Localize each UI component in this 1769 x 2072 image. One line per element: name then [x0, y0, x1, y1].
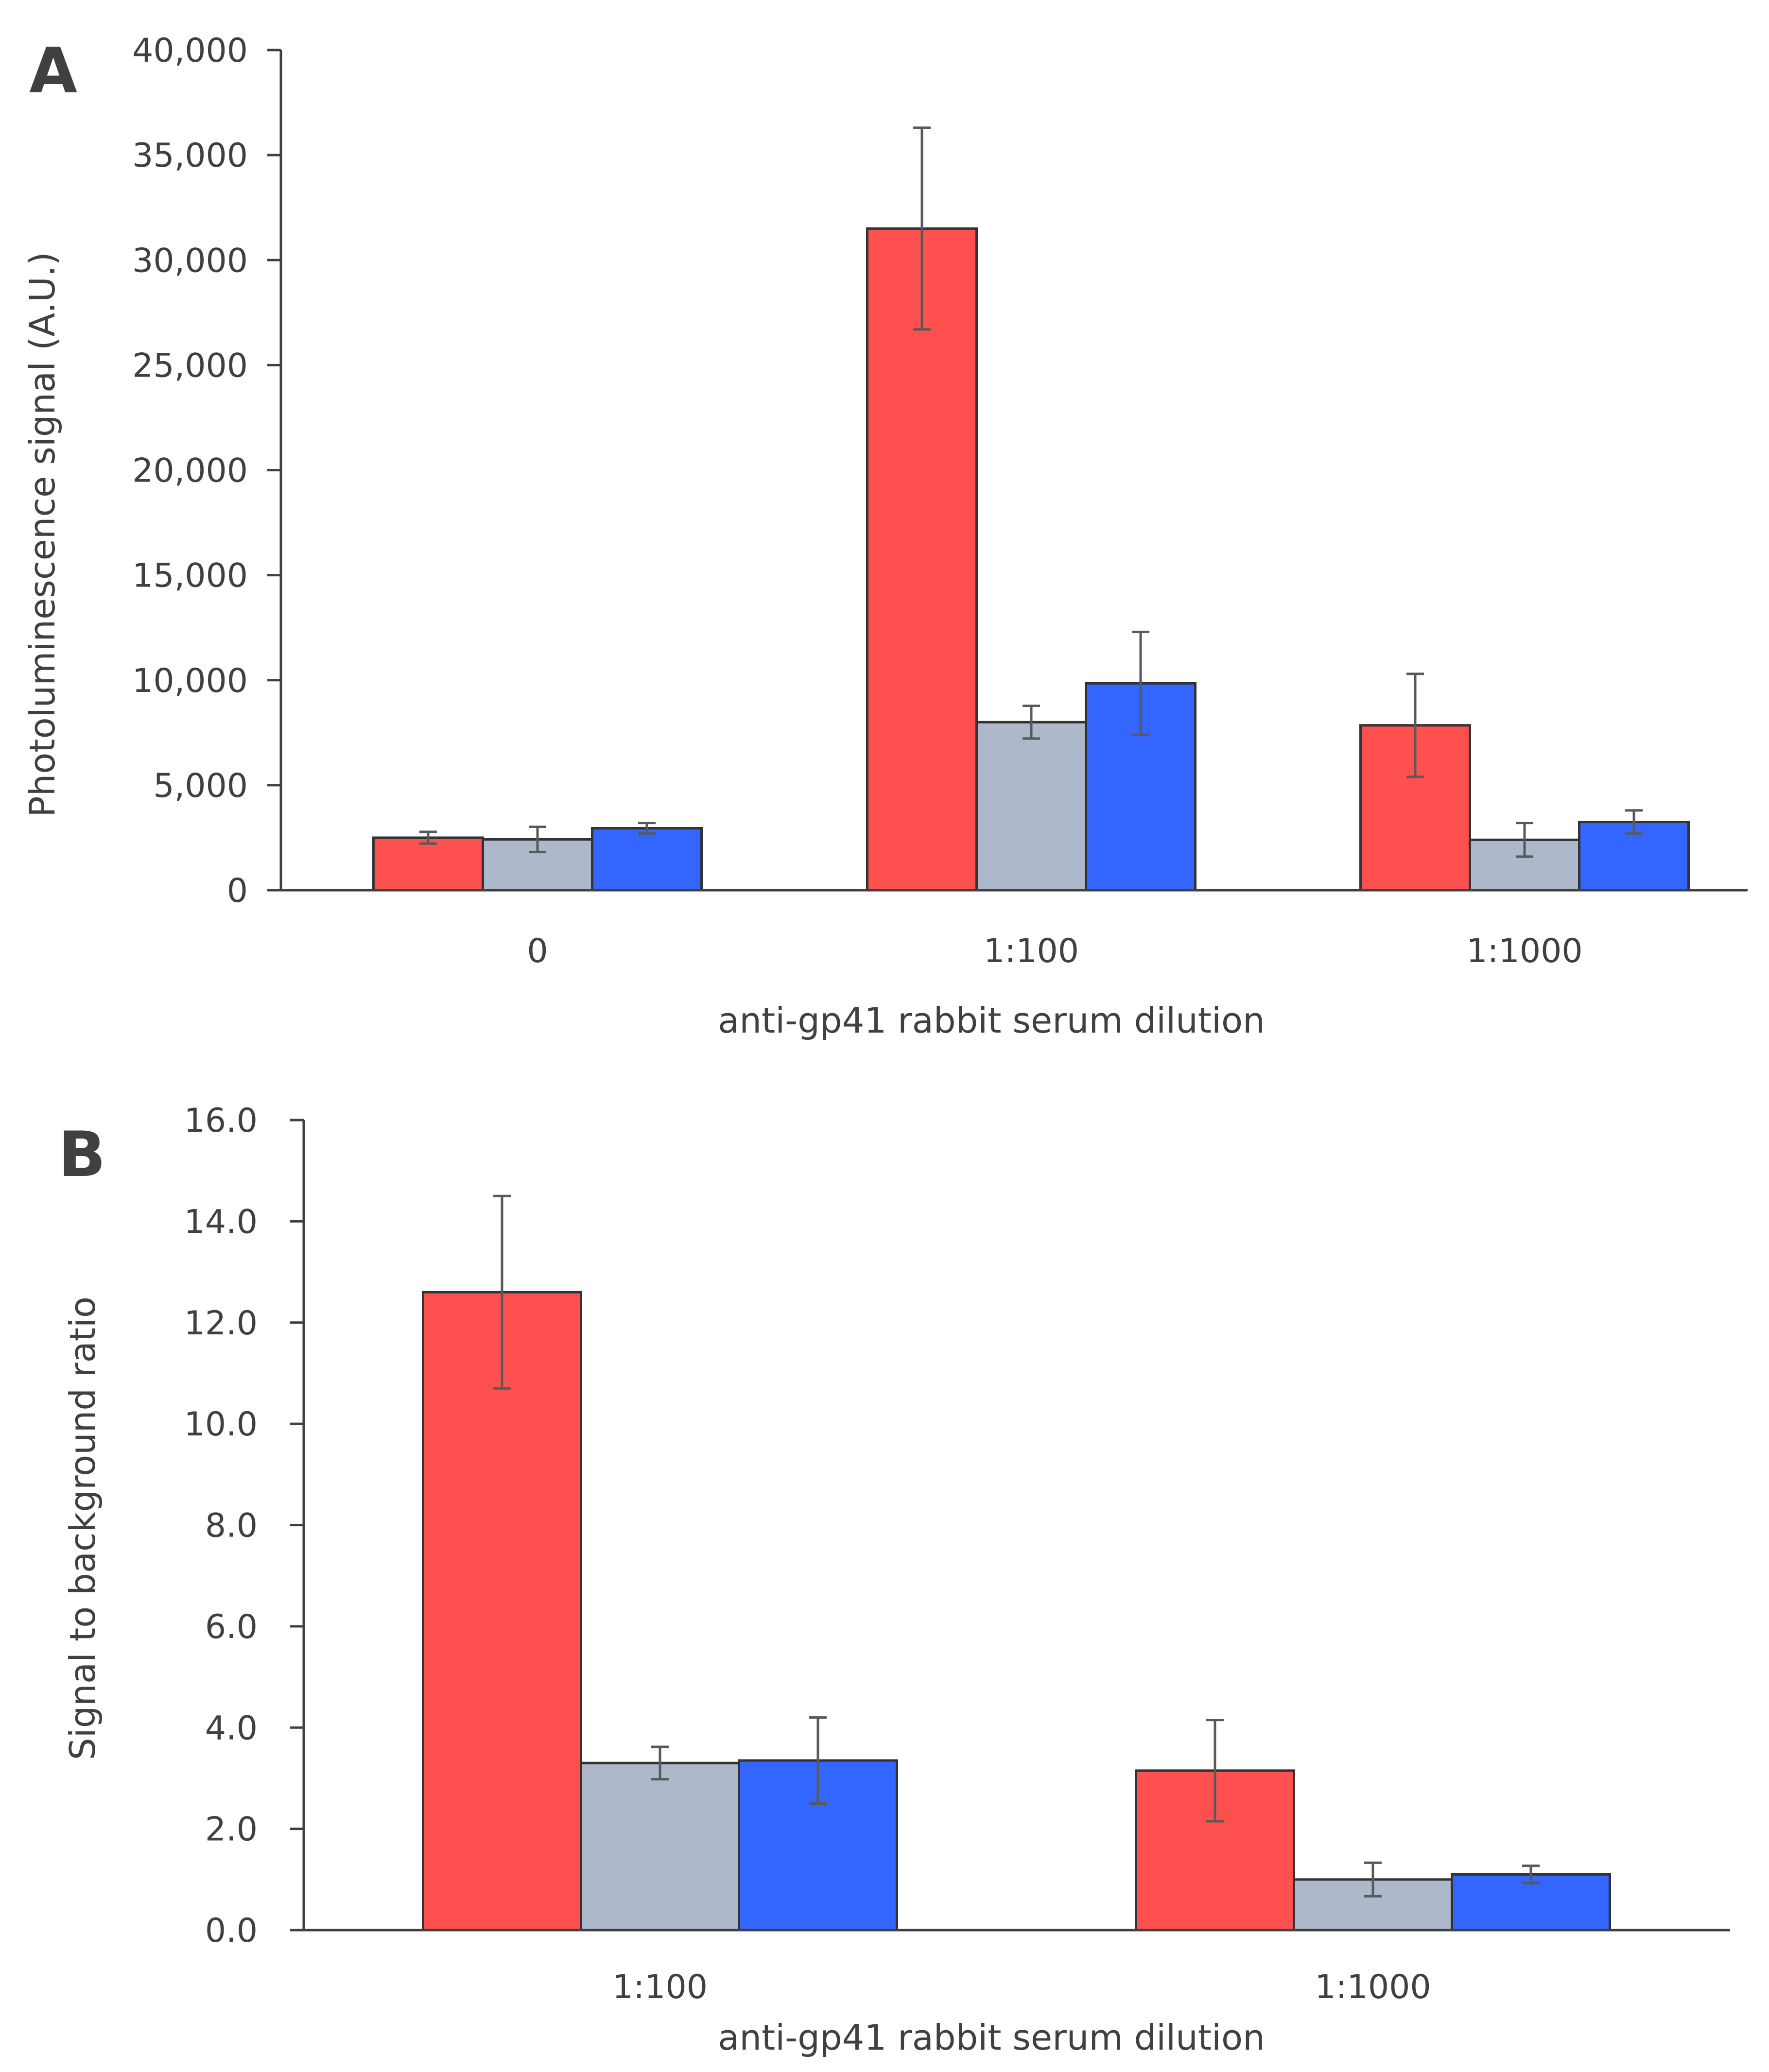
error-bar-series-blue-1:100: [1132, 630, 1149, 736]
panel-b-axes: [290, 1119, 1730, 1932]
error-bar-series-gray-1:1000: [1364, 1861, 1382, 1898]
y-tick-label: 0.0: [205, 1912, 258, 1950]
panel-a: A 0 5,000 10,000 15,000 20,000 25,000 30,000 35…: [22, 32, 1748, 1041]
panel-a-bars: [372, 227, 1690, 892]
panel-b: B 0.02.04.06.08.010.012.014.016.0 1:100 1…: [58, 1102, 1730, 2058]
panel-a-letter: A: [29, 35, 77, 107]
y-tick-label: 25,000: [132, 346, 248, 385]
x-tick-label-1:100: 1:100: [612, 1968, 708, 2006]
y-tick-label: 6.0: [205, 1608, 258, 1646]
y-tick-label: 14.0: [184, 1203, 258, 1241]
panel-b-y-axis-title: Signal to background ratio: [62, 1296, 103, 1760]
y-tick-label: 5,000: [153, 767, 248, 805]
panel-a-x-tick-labels: 0 1:100 1:1000: [527, 932, 1582, 970]
panel-b-error-bars: [493, 1194, 1540, 1898]
error-bar-series-blue-1:1000: [1522, 1865, 1540, 1884]
error-bar-series-red-1:100: [913, 126, 931, 331]
error-bar-series-blue-1:1000: [1625, 809, 1643, 835]
panel-a-x-axis-title: anti-gp41 rabbit serum dilution: [718, 1000, 1265, 1041]
panel-a-axes: [267, 49, 1748, 892]
panel-a-y-tick-labels: 0 5,000 10,000 15,000 20,000 25,000 30,000 35,0…: [132, 32, 248, 910]
panel-b-y-tick-labels: 0.0 2.0 4.0 6.0 8.0 10.0 12.0 14.0 16.0: [184, 1102, 258, 1950]
panel-b-letter: B: [58, 1119, 106, 1191]
error-bar-series-red-1:1000: [1206, 1719, 1224, 1823]
error-bar-series-blue-1:100: [809, 1716, 827, 1805]
y-tick-label: 12.0: [184, 1304, 258, 1343]
y-tick-label: 40,000: [132, 32, 248, 70]
x-tick-label-1:1000: 1:1000: [1315, 1968, 1431, 2006]
panel-b-x-tick-labels: 1:100 1:1000: [612, 1968, 1431, 2006]
y-tick-label: 10,000: [132, 662, 248, 700]
error-bar-series-gray-1:100: [651, 1745, 669, 1781]
x-tick-label-0: 0: [527, 932, 548, 970]
error-bar-series-red-0: [419, 830, 437, 845]
bar-series-gray-1:100: [580, 1761, 740, 1932]
y-tick-label: 0: [227, 872, 248, 910]
y-tick-label: 35,000: [132, 137, 248, 175]
x-tick-label-1:100: 1:100: [984, 932, 1079, 970]
error-bar-series-gray-1:100: [1023, 704, 1040, 740]
bar-series-gray-1:100: [975, 721, 1087, 892]
y-tick-label: 8.0: [205, 1507, 258, 1545]
y-tick-label: 20,000: [132, 452, 248, 490]
panel-a-y-axis-title: Photoluminescence signal (A.U.): [22, 252, 63, 817]
y-tick-label: 10.0: [184, 1405, 258, 1444]
bar-series-red-0: [372, 836, 484, 892]
y-tick-label: 30,000: [132, 242, 248, 280]
bar-series-red-1:1000: [1359, 724, 1471, 892]
bar-series-red-1:100: [866, 227, 978, 892]
bar-series-blue-0: [591, 827, 703, 892]
y-tick-label: 15,000: [132, 557, 248, 595]
error-bar-series-blue-0: [638, 822, 656, 835]
y-tick-label: 16.0: [184, 1102, 258, 1140]
y-tick-label: 4.0: [205, 1709, 258, 1747]
error-bar-series-gray-1:1000: [1516, 822, 1533, 858]
panel-b-x-axis-title: anti-gp41 rabbit serum dilution: [718, 2017, 1265, 2058]
panel-a-error-bars: [419, 126, 1643, 858]
error-bar-series-red-1:1000: [1406, 673, 1424, 778]
y-tick-label: 2.0: [205, 1811, 258, 1849]
panel-b-bars: [422, 1291, 1611, 1932]
x-tick-label-1:1000: 1:1000: [1466, 932, 1582, 970]
error-bar-series-red-1:100: [493, 1194, 511, 1390]
error-bar-series-gray-0: [529, 825, 546, 853]
